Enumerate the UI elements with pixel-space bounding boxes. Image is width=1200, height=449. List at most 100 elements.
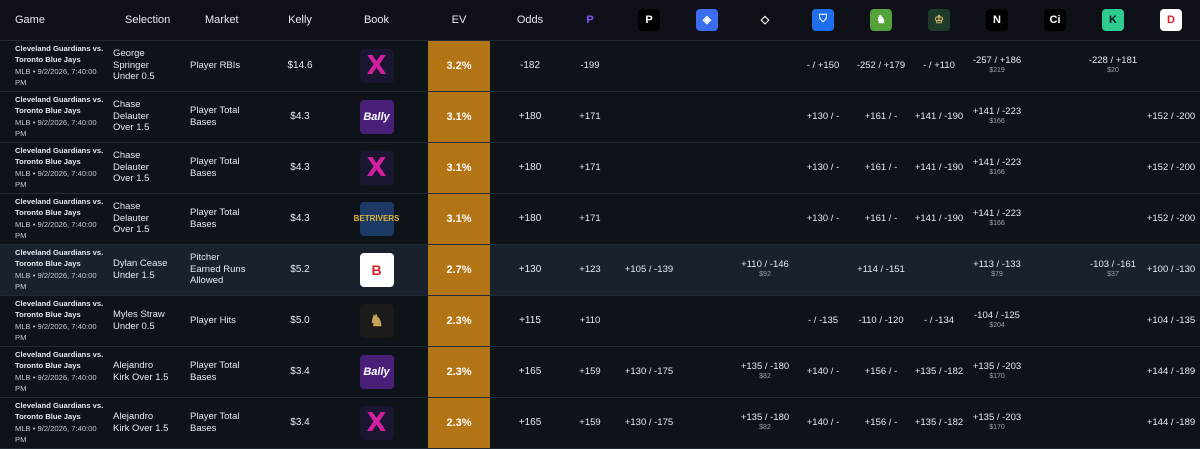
table-row[interactable]: Cleveland Guardians vs. Toronto Blue Jays… <box>0 397 1200 449</box>
book-price-cell[interactable] <box>620 193 678 245</box>
book-price-cell[interactable]: +159 <box>560 397 620 449</box>
book-price-cell[interactable]: -104 / -125 $204 <box>968 295 1026 347</box>
book-price-cell[interactable]: -199 <box>560 40 620 92</box>
book-price-cell[interactable] <box>1084 346 1142 398</box>
book-cell[interactable]: Bally <box>335 346 418 398</box>
book-price-cell[interactable] <box>794 244 852 296</box>
table-row[interactable]: Cleveland Guardians vs. Toronto Blue Jays… <box>0 244 1200 296</box>
book-cell[interactable]: X <box>335 40 418 92</box>
book-price-cell[interactable] <box>736 295 794 347</box>
book-cell[interactable]: Bally <box>335 91 418 143</box>
book-price-cell[interactable]: +144 / -189 <box>1142 346 1200 398</box>
header-book-10[interactable]: D <box>1142 0 1200 41</box>
book-price-cell[interactable]: +141 / -223 $166 <box>968 91 1026 143</box>
book-price-cell[interactable]: -257 / +186 $219 <box>968 40 1026 92</box>
book-price-cell[interactable]: -228 / +181 $20 <box>1084 40 1142 92</box>
header-book-2[interactable]: ◈ <box>678 0 736 41</box>
table-row[interactable]: Cleveland Guardians vs. Toronto Blue Jays… <box>0 142 1200 194</box>
book-price-cell[interactable]: +130 / -175 <box>620 397 678 449</box>
book-price-cell[interactable]: +141 / -190 <box>910 91 968 143</box>
book-price-cell[interactable]: +161 / - <box>852 193 910 245</box>
book-price-cell[interactable] <box>678 91 736 143</box>
book-price-cell[interactable]: +156 / - <box>852 346 910 398</box>
book-price-cell[interactable]: +156 / - <box>852 397 910 449</box>
book-price-cell[interactable] <box>1026 193 1084 245</box>
book-price-cell[interactable] <box>1026 40 1084 92</box>
header-book-3[interactable]: ◇ <box>736 0 794 41</box>
book-price-cell[interactable] <box>678 397 736 449</box>
book-price-cell[interactable] <box>1142 40 1200 92</box>
book-price-cell[interactable]: +110 / -146 $92 <box>736 244 794 296</box>
book-price-cell[interactable]: +161 / - <box>852 142 910 194</box>
book-price-cell[interactable]: +141 / -223 $166 <box>968 142 1026 194</box>
book-price-cell[interactable] <box>1084 295 1142 347</box>
book-price-cell[interactable]: +135 / -180 $82 <box>736 346 794 398</box>
book-price-cell[interactable]: +141 / -190 <box>910 142 968 194</box>
table-row[interactable]: Cleveland Guardians vs. Toronto Blue Jays… <box>0 295 1200 347</box>
book-price-cell[interactable] <box>620 295 678 347</box>
header-book-7[interactable]: N <box>968 0 1026 41</box>
book-price-cell[interactable]: +130 / - <box>794 193 852 245</box>
book-price-cell[interactable]: +152 / -200 <box>1142 193 1200 245</box>
book-price-cell[interactable]: +130 / - <box>794 91 852 143</box>
book-price-cell[interactable] <box>1084 91 1142 143</box>
book-price-cell[interactable] <box>678 244 736 296</box>
book-price-cell[interactable] <box>1026 295 1084 347</box>
book-price-cell[interactable]: +130 / -175 <box>620 346 678 398</box>
book-cell[interactable]: X <box>335 397 418 449</box>
book-price-cell[interactable]: +135 / -182 <box>910 346 968 398</box>
book-cell[interactable]: B <box>335 244 418 296</box>
header-book-6[interactable]: ♔ <box>910 0 968 41</box>
book-price-cell[interactable] <box>678 40 736 92</box>
book-price-cell[interactable]: +140 / - <box>794 346 852 398</box>
book-price-cell[interactable] <box>1084 397 1142 449</box>
book-price-cell[interactable] <box>736 40 794 92</box>
book-price-cell[interactable]: -103 / -161 $37 <box>1084 244 1142 296</box>
book-price-cell[interactable]: - / -134 <box>910 295 968 347</box>
book-price-cell[interactable]: +113 / -133 $79 <box>968 244 1026 296</box>
header-game[interactable]: Game <box>0 0 110 41</box>
book-price-cell[interactable]: - / +150 <box>794 40 852 92</box>
book-price-cell[interactable]: +135 / -180 $82 <box>736 397 794 449</box>
header-book-0[interactable]: P <box>560 0 620 41</box>
book-price-cell[interactable] <box>736 142 794 194</box>
header-book-4[interactable]: ⛉ <box>794 0 852 41</box>
header-book-5[interactable]: ♞ <box>852 0 910 41</box>
header-book-9[interactable]: K <box>1084 0 1142 41</box>
book-price-cell[interactable]: +135 / -203 $170 <box>968 346 1026 398</box>
header-book[interactable]: Book <box>335 0 418 41</box>
book-price-cell[interactable] <box>910 244 968 296</box>
table-row[interactable]: Cleveland Guardians vs. Toronto Blue Jays… <box>0 40 1200 92</box>
book-price-cell[interactable]: +104 / -135 <box>1142 295 1200 347</box>
book-price-cell[interactable] <box>1026 244 1084 296</box>
book-price-cell[interactable] <box>1084 193 1142 245</box>
book-price-cell[interactable]: +114 / -151 <box>852 244 910 296</box>
header-market[interactable]: Market <box>190 0 265 41</box>
book-cell[interactable]: ♞ <box>335 295 418 347</box>
book-price-cell[interactable]: -110 / -120 <box>852 295 910 347</box>
table-row[interactable]: Cleveland Guardians vs. Toronto Blue Jays… <box>0 346 1200 398</box>
book-price-cell[interactable] <box>678 346 736 398</box>
book-price-cell[interactable]: +159 <box>560 346 620 398</box>
book-price-cell[interactable] <box>1026 346 1084 398</box>
book-price-cell[interactable] <box>1026 397 1084 449</box>
book-price-cell[interactable] <box>678 295 736 347</box>
header-selection[interactable]: Selection <box>110 0 190 41</box>
book-price-cell[interactable]: -252 / +179 <box>852 40 910 92</box>
book-price-cell[interactable]: +152 / -200 <box>1142 142 1200 194</box>
book-price-cell[interactable]: +144 / -189 <box>1142 397 1200 449</box>
book-price-cell[interactable] <box>620 40 678 92</box>
book-price-cell[interactable] <box>620 91 678 143</box>
book-price-cell[interactable] <box>1026 142 1084 194</box>
book-price-cell[interactable] <box>678 193 736 245</box>
header-ev[interactable]: EV <box>418 0 500 41</box>
book-price-cell[interactable]: +105 / -139 <box>620 244 678 296</box>
book-cell[interactable]: BETRIVERS <box>335 193 418 245</box>
table-row[interactable]: Cleveland Guardians vs. Toronto Blue Jays… <box>0 91 1200 143</box>
book-price-cell[interactable]: +141 / -223 $166 <box>968 193 1026 245</box>
book-price-cell[interactable]: +171 <box>560 91 620 143</box>
header-book-8[interactable]: Ci <box>1026 0 1084 41</box>
header-odds[interactable]: Odds <box>500 0 560 41</box>
book-price-cell[interactable]: +110 <box>560 295 620 347</box>
book-price-cell[interactable]: +171 <box>560 142 620 194</box>
